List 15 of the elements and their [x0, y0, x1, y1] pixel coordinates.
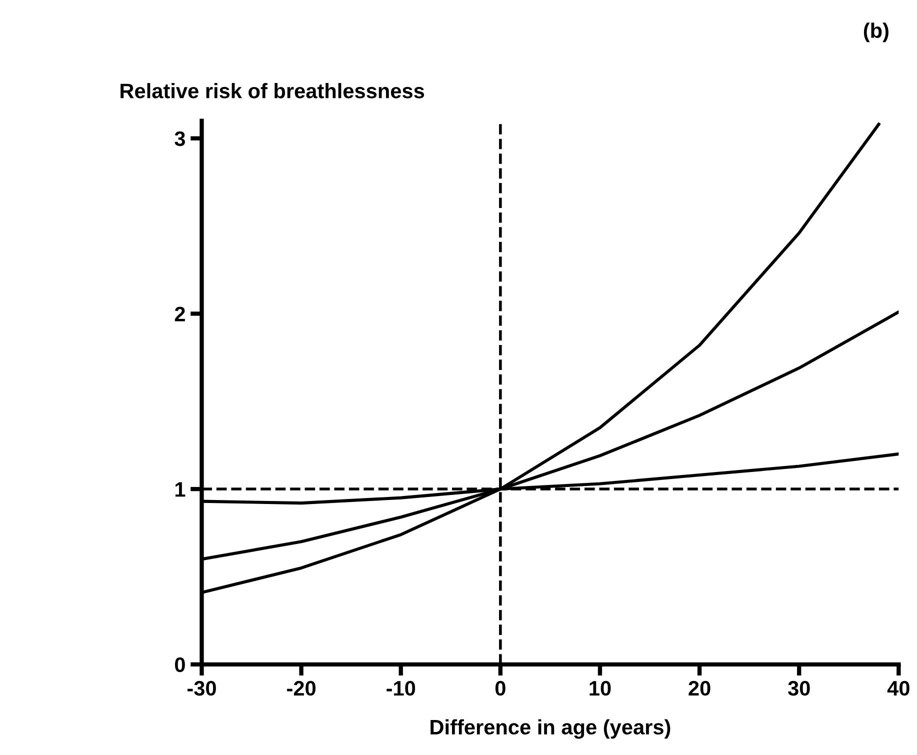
y-tick-label: 2: [174, 306, 185, 322]
x-tick-label: -20: [287, 680, 316, 696]
text: (b): [864, 22, 888, 42]
x-tick-label: -10: [386, 680, 416, 696]
x-axis-title: Difference in age (years): [430, 719, 670, 739]
y-tick-label: 0: [175, 657, 185, 672]
y-axis-title: Relative risk of breathlessness: [120, 83, 424, 98]
y-tick-label: 1: [175, 482, 186, 497]
x-tick-label: 0: [495, 680, 506, 696]
x-tick-label: 40: [887, 680, 910, 696]
x-tick-label: 30: [788, 680, 810, 696]
x-tick-label: 10: [590, 680, 611, 696]
x-tick-label: -30: [188, 680, 216, 696]
y-tick-label: 3: [174, 131, 186, 146]
x-tick-label: 20: [688, 680, 710, 696]
